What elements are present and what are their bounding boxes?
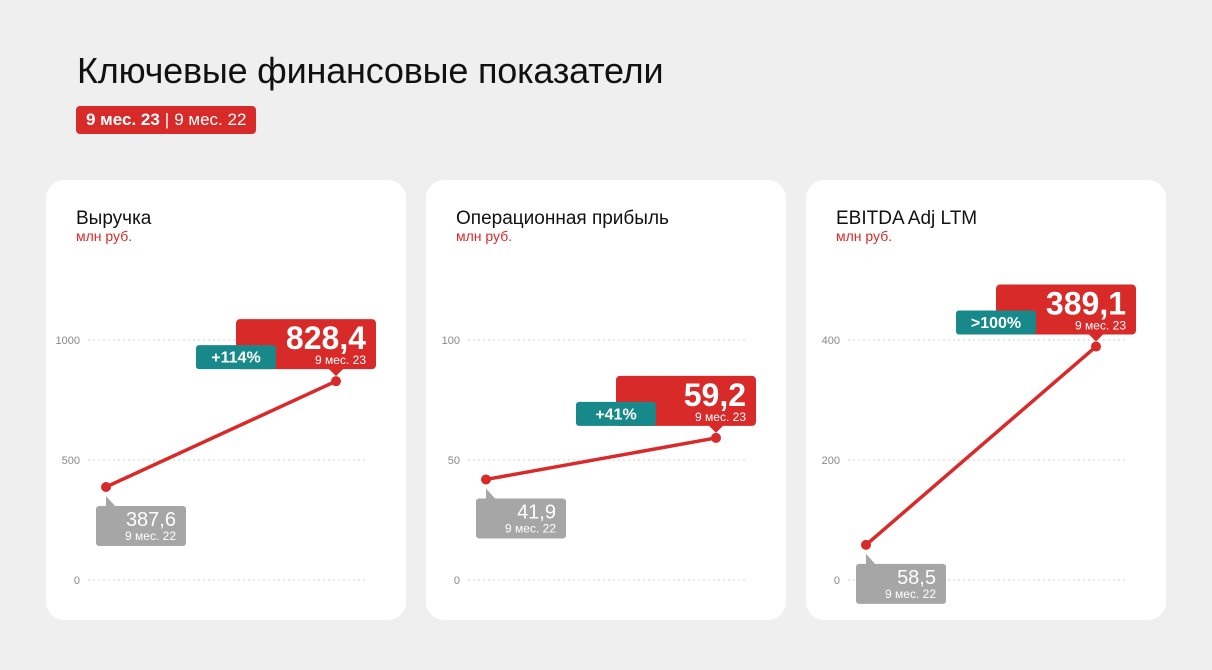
operating-profit-chart: 0 50 100 59,29 мес. 23 41,99 мес. 22 +41% (442, 335, 756, 587)
change-value: +41% (595, 406, 636, 423)
y-tick-label: 0 (834, 575, 840, 587)
data-point-previous (101, 481, 111, 492)
previous-value-label: 41,99 мес. 22 (476, 488, 566, 539)
change-badge: +114% (196, 345, 276, 370)
card-title: Выручка (76, 208, 152, 229)
period-badge: 9 мес. 23 | 9 мес. 22 (76, 106, 257, 134)
previous-period-label: 9 мес. 22 (125, 529, 176, 543)
series-line (104, 379, 338, 489)
y-tick-label: 400 (822, 335, 840, 347)
data-point-current (1091, 341, 1101, 352)
card-title: EBITDA Adj LTM (836, 208, 978, 229)
previous-value: 41,9 (517, 501, 556, 523)
period-current: 9 мес. 23 (86, 110, 160, 129)
series-line (484, 436, 718, 482)
period-separator: | (164, 110, 170, 129)
current-value: 828,4 (286, 320, 366, 356)
current-period-label: 9 мес. 23 (315, 353, 366, 367)
change-value: >100% (971, 315, 1021, 332)
revenue-card: Выручка млн руб. 0 500 1000 828,4 9 мес. 23 3… (46, 180, 406, 620)
change-value: +114% (211, 350, 260, 367)
y-tick-label: 500 (62, 455, 80, 467)
y-tick-label: 200 (822, 455, 840, 467)
period-previous: 9 мес. 22 (174, 110, 247, 129)
card-unit: млн руб. (76, 228, 133, 244)
current-period-label: 9 мес. 23 (695, 410, 746, 424)
card-unit: млн руб. (836, 228, 893, 244)
page-title: Ключевые финансовые показатели (77, 50, 664, 91)
ebitda-card: EBITDA Adj LTM млн руб. 0 200 400 389,1 9 ме… (806, 180, 1166, 620)
previous-period-label: 9 мес. 22 (505, 521, 556, 535)
change-badge: >100% (956, 310, 1036, 335)
y-tick-label: 1000 (56, 335, 80, 347)
current-value: 59,2 (684, 377, 746, 413)
previous-period-label: 9 мес. 22 (885, 587, 936, 601)
data-point-current (331, 376, 341, 387)
current-period-label: 9 мес. 23 (1075, 319, 1126, 333)
previous-value: 387,6 (126, 509, 176, 531)
card-title: Операционная прибыль (456, 208, 669, 229)
operating-profit-card: Операционная прибыль млн руб. 0 50 100 59,2… (426, 180, 786, 620)
y-tick-label: 0 (74, 575, 80, 587)
previous-value-label: 58,59 мес. 22 (856, 553, 946, 604)
card-unit: млн руб. (456, 228, 513, 244)
data-point-current (711, 432, 721, 443)
previous-value-label: 387,69 мес. 22 (96, 495, 186, 546)
change-badge: +41% (576, 401, 656, 426)
y-tick-label: 0 (454, 575, 460, 587)
y-tick-label: 50 (448, 455, 460, 467)
previous-value: 58,5 (897, 567, 936, 589)
series-line (864, 344, 1098, 547)
current-value-label: 59,29 мес. 23 (616, 375, 756, 433)
ebitda-chart: 0 200 400 389,19 мес. 23 58,59 мес. 22 >100% (822, 284, 1136, 604)
revenue-chart: 0 500 1000 828,49 мес. 23 387,69 мес. 22 +114… (56, 319, 376, 587)
current-value: 389,1 (1046, 286, 1126, 322)
data-point-previous (481, 474, 491, 485)
data-point-previous (861, 539, 871, 550)
y-tick-label: 100 (442, 335, 460, 347)
